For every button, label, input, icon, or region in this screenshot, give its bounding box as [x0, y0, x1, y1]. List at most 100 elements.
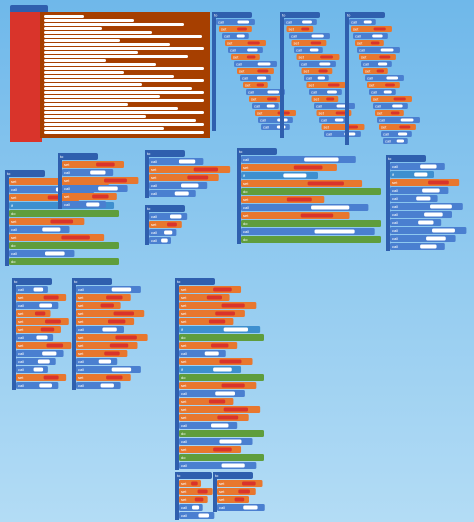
block-header[interactable] [145, 150, 185, 157]
string-slot [44, 19, 134, 22]
block-label: do [243, 221, 248, 226]
block-header[interactable] [280, 12, 320, 18]
block-header[interactable] [12, 278, 52, 285]
input-slot [236, 34, 245, 38]
stack-spine [213, 472, 217, 512]
block-header[interactable] [237, 148, 277, 155]
procedure-block[interactable]: tocallsetcallsetcallsetcallsetcallsetcal… [345, 12, 420, 145]
input-slot [420, 164, 437, 169]
input-slot [174, 191, 189, 196]
block-label: set [181, 303, 187, 308]
input-slot [257, 69, 269, 73]
input-slot [426, 236, 446, 241]
block-label: call [296, 48, 302, 53]
block-label: set [181, 343, 187, 348]
block-label: set [377, 111, 383, 116]
procedure-block[interactable]: tosetsetsetsetsetifdosetcallsetifdosetca… [175, 278, 264, 470]
procedure-block[interactable]: tocallifsetcallcallcallcallcallcallcallc… [386, 155, 467, 251]
set-block[interactable] [179, 342, 238, 349]
do-block[interactable] [9, 242, 119, 249]
procedure-block[interactable]: tocallsetcallsetcallsetcallsetcallsetcal… [280, 12, 365, 138]
call-block[interactable] [149, 182, 208, 189]
block-label: call [78, 359, 84, 364]
set-block[interactable] [241, 212, 350, 219]
input-slot [221, 303, 245, 308]
input-slot [107, 319, 126, 324]
block-header[interactable] [145, 205, 185, 212]
input-slot [314, 229, 355, 234]
do-block[interactable] [179, 454, 264, 461]
block-header[interactable] [72, 278, 112, 285]
block-label: set [357, 41, 363, 46]
input-slot [197, 489, 208, 494]
input-slot [373, 27, 386, 31]
call-block[interactable] [390, 235, 456, 242]
block-label: set [309, 83, 315, 88]
block-label: call [181, 463, 187, 468]
block-header[interactable] [10, 5, 48, 13]
do-block[interactable] [241, 236, 381, 243]
block-label: to [388, 156, 392, 161]
block-header[interactable] [5, 170, 45, 177]
set-block[interactable] [10, 12, 42, 142]
block-header[interactable] [345, 12, 385, 18]
do-block[interactable] [241, 220, 381, 227]
block-header[interactable] [212, 12, 252, 18]
procedure-block[interactable]: tocallsetsetsetsetcallsetsetsetcallcalls… [72, 278, 148, 390]
block-label: to [74, 279, 78, 284]
input-slot [98, 359, 112, 364]
block-label: set [245, 83, 251, 88]
input-slot [223, 327, 248, 332]
string-slot [44, 15, 84, 18]
block-label: set [219, 489, 225, 494]
block-label: set [219, 481, 225, 486]
call-block[interactable] [179, 422, 238, 429]
do-block[interactable] [179, 374, 264, 381]
block-header[interactable] [386, 155, 426, 162]
block-label: do [11, 211, 16, 216]
input-slot [36, 335, 48, 340]
do-block[interactable] [9, 210, 119, 217]
string-slot [44, 63, 156, 66]
block-label: call [359, 48, 365, 53]
block-label: call [11, 251, 17, 256]
block-label: set [151, 167, 157, 172]
input-slot [104, 351, 120, 356]
input-slot [106, 295, 123, 300]
big-procedure[interactable] [10, 5, 210, 142]
do-block[interactable] [9, 258, 119, 265]
input-slot [372, 34, 383, 38]
input-slot [416, 196, 431, 201]
procedure-block[interactable]: tocallsetcallsetcallsetcallsetcallsetcal… [212, 12, 296, 131]
block-label: call [375, 104, 381, 109]
input-slot [96, 162, 115, 167]
block-header[interactable] [175, 278, 215, 285]
procedure-block[interactable]: tocallsetcallsetsetsetcallsetcallcallcal… [12, 278, 72, 390]
block-label: call [392, 196, 398, 201]
block-header[interactable] [175, 472, 212, 479]
block-label: call [392, 164, 398, 169]
do-block[interactable] [179, 430, 264, 437]
block-label: set [78, 303, 84, 308]
input-slot [44, 251, 65, 256]
input-slot [383, 90, 392, 94]
block-label: do [11, 243, 16, 248]
block-header[interactable] [58, 153, 98, 160]
input-slot [115, 335, 137, 340]
do-block[interactable] [241, 188, 381, 195]
string-slot [44, 39, 120, 42]
input-slot [33, 287, 44, 292]
block-header[interactable] [213, 472, 253, 479]
block-label: set [64, 162, 70, 167]
input-slot [90, 170, 106, 175]
input-slot [309, 48, 319, 52]
do-block[interactable] [179, 334, 264, 341]
block-label: call [181, 423, 187, 428]
input-slot [317, 76, 326, 80]
